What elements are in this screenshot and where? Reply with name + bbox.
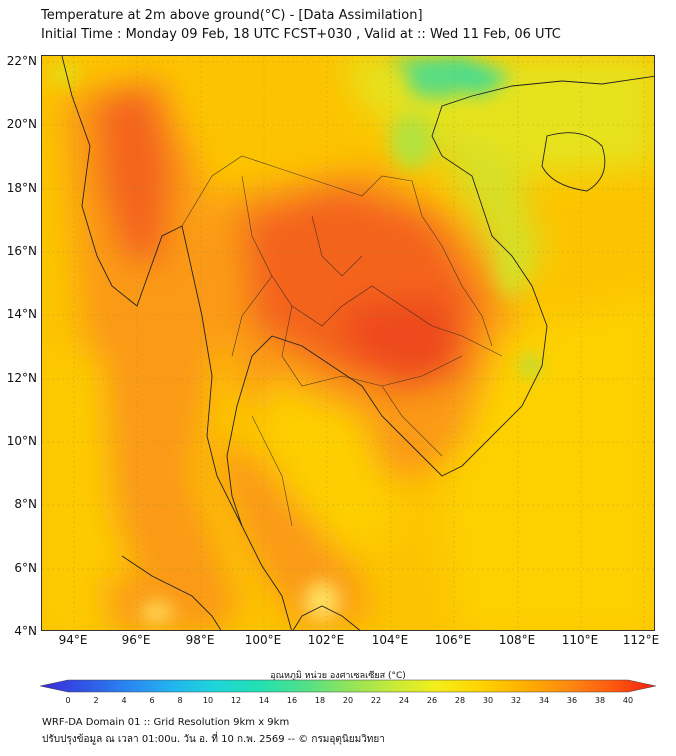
colorbar-tick: 0: [65, 696, 71, 705]
lat-label-22n: 22°N: [6, 54, 37, 68]
colorbar-tick: 14: [258, 696, 270, 705]
warm-zone-peninsula: [212, 436, 372, 630]
lat-label-8n: 8°N: [14, 497, 37, 511]
colorbar-tick: 36: [566, 696, 578, 705]
cold-zone-north: [407, 70, 467, 98]
colorbar-tick: 20: [342, 696, 354, 705]
colorbar: [40, 679, 656, 693]
colorbar-tick: 10: [202, 696, 214, 705]
lat-label-10n: 10°N: [6, 434, 37, 448]
colorbar-tick: 18: [314, 696, 326, 705]
lon-label-108e: 108°E: [498, 633, 536, 647]
cool-spot-northwest: [50, 62, 78, 86]
colorbar-tick: 2: [93, 696, 99, 705]
colorbar-tick: 26: [426, 696, 438, 705]
footer-update-info: ปรับปรุงข้อมูล ณ เวลา 01:00u. วัน อ. ที่…: [42, 734, 385, 745]
lat-label-16n: 16°N: [6, 244, 37, 258]
temperature-map: [41, 55, 655, 631]
cool-spot-vietnam: [522, 356, 538, 376]
hot-zone-cambodia: [342, 296, 462, 386]
colorbar-tick: 38: [594, 696, 606, 705]
colorbar-tick: 22: [370, 696, 382, 705]
map-subtitle: Initial Time : Monday 09 Feb, 18 UTC FCS…: [41, 27, 561, 42]
footer-domain-info: WRF-DA Domain 01 :: Grid Resolution 9km …: [42, 717, 290, 728]
lon-label-110e: 110°E: [561, 633, 599, 647]
sea-south-china: [442, 296, 654, 630]
cool-zone-hainan-strait: [390, 113, 434, 169]
graticule: [42, 56, 654, 630]
lon-label-98e: 98°E: [185, 633, 215, 647]
hot-zone-myanmar-north: [97, 86, 172, 266]
sea-gulf: [262, 376, 402, 556]
map-canvas: [42, 56, 654, 630]
colorbar-tick: 34: [538, 696, 550, 705]
colorbar-tick: 28: [454, 696, 466, 705]
colorbar-bar: [40, 679, 656, 693]
colorbar-title: อุณหภูมิ หน่วย องศาเซลเซียส (°C): [270, 671, 406, 681]
cool-zone-inland: [500, 236, 524, 296]
sea-bay-bengal: [42, 356, 122, 630]
cool-spot-peninsula: [304, 581, 340, 621]
colorbar-tick: 24: [398, 696, 410, 705]
lat-label-14n: 14°N: [6, 307, 37, 321]
colorbar-tick: 4: [121, 696, 127, 705]
lon-label-112e: 112°E: [622, 633, 660, 647]
lon-label-102e: 102°E: [307, 633, 345, 647]
lat-label-12n: 12°N: [6, 371, 37, 385]
lat-label-18n: 18°N: [6, 181, 37, 195]
colorbar-tick: 30: [482, 696, 494, 705]
colorbar-tick: 12: [230, 696, 242, 705]
lat-label-20n: 20°N: [6, 117, 37, 131]
lon-label-94e: 94°E: [58, 633, 88, 647]
country-borders: [181, 155, 503, 527]
colorbar-tick: 16: [286, 696, 298, 705]
colorbar-tick: 8: [177, 696, 183, 705]
map-title: Temperature at 2m above ground(°C) - [Da…: [41, 8, 423, 23]
lon-label-100e: 100°E: [244, 633, 282, 647]
lon-label-96e: 96°E: [121, 633, 151, 647]
lat-label-4n: 4°N: [14, 624, 37, 638]
colorbar-tick: 6: [149, 696, 155, 705]
cool-spot-sumatra: [141, 602, 173, 622]
lon-label-104e: 104°E: [371, 633, 409, 647]
colorbar-tick: 40: [622, 696, 634, 705]
lon-label-106e: 106°E: [434, 633, 472, 647]
colorbar-tick: 32: [510, 696, 522, 705]
lat-label-6n: 6°N: [14, 561, 37, 575]
